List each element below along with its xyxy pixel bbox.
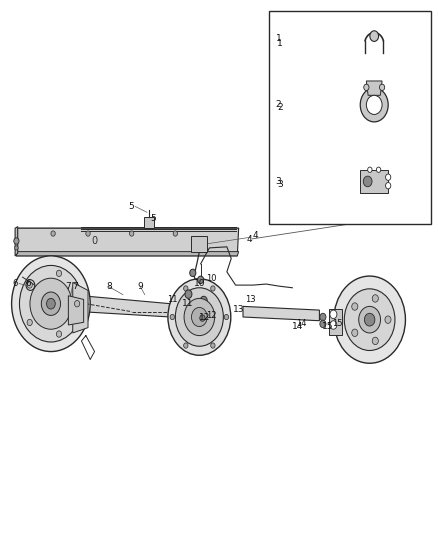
Circle shape (379, 84, 385, 91)
Circle shape (12, 256, 90, 352)
Circle shape (344, 289, 395, 351)
Circle shape (74, 301, 80, 307)
Circle shape (385, 316, 391, 324)
Polygon shape (16, 228, 239, 256)
Circle shape (184, 286, 188, 291)
Circle shape (190, 269, 196, 277)
Text: 15: 15 (322, 321, 334, 330)
Circle shape (168, 279, 231, 356)
Polygon shape (68, 296, 84, 325)
Text: 12: 12 (199, 312, 211, 321)
Text: 1: 1 (277, 39, 283, 48)
Text: 3: 3 (276, 177, 282, 186)
Circle shape (198, 276, 204, 284)
Circle shape (360, 88, 388, 122)
Circle shape (184, 343, 188, 348)
Circle shape (320, 313, 326, 321)
Circle shape (330, 321, 337, 329)
Circle shape (366, 95, 382, 115)
Text: 6: 6 (25, 279, 31, 288)
Circle shape (27, 282, 32, 288)
Circle shape (372, 295, 378, 302)
Circle shape (330, 310, 337, 319)
Text: 15: 15 (332, 319, 343, 328)
Circle shape (334, 276, 406, 364)
Circle shape (376, 167, 381, 172)
Circle shape (359, 306, 381, 333)
Text: 12: 12 (206, 311, 216, 320)
Polygon shape (16, 228, 239, 237)
Bar (269, 11, 431, 224)
Circle shape (14, 238, 19, 244)
Circle shape (352, 329, 358, 336)
Circle shape (30, 278, 72, 329)
Polygon shape (144, 216, 154, 228)
Circle shape (185, 290, 192, 298)
Circle shape (385, 174, 391, 180)
Text: 8: 8 (106, 282, 112, 291)
Circle shape (385, 182, 391, 189)
Text: 11: 11 (167, 295, 177, 304)
Text: 5: 5 (151, 214, 156, 223)
Circle shape (86, 231, 90, 236)
Text: 10: 10 (206, 273, 216, 282)
Circle shape (370, 31, 378, 42)
Circle shape (173, 231, 177, 236)
Circle shape (184, 298, 215, 336)
Text: 4: 4 (247, 236, 252, 245)
Circle shape (352, 303, 358, 310)
Circle shape (41, 292, 60, 316)
Circle shape (57, 270, 62, 277)
Circle shape (364, 84, 369, 91)
Text: 3: 3 (277, 180, 283, 189)
Text: 13: 13 (245, 295, 256, 304)
Circle shape (200, 296, 207, 305)
Circle shape (200, 315, 205, 321)
Circle shape (224, 314, 229, 320)
Circle shape (130, 231, 134, 236)
Text: 9: 9 (138, 282, 143, 291)
Circle shape (19, 265, 82, 342)
Polygon shape (329, 309, 342, 335)
Circle shape (27, 319, 32, 326)
Polygon shape (15, 227, 18, 256)
Text: 2: 2 (277, 102, 283, 111)
Text: 14: 14 (296, 319, 306, 328)
Polygon shape (360, 169, 388, 193)
Circle shape (367, 167, 372, 172)
Text: 14: 14 (292, 321, 303, 330)
Circle shape (211, 343, 215, 348)
Circle shape (14, 246, 18, 250)
Text: 5: 5 (128, 202, 134, 211)
Text: 7: 7 (66, 282, 71, 291)
Text: 0: 0 (92, 236, 98, 246)
Polygon shape (16, 252, 239, 256)
Text: 1: 1 (276, 35, 282, 44)
Circle shape (320, 320, 326, 328)
Polygon shape (191, 236, 207, 252)
Text: 7: 7 (72, 282, 78, 291)
Circle shape (175, 288, 223, 346)
Circle shape (51, 231, 55, 236)
Polygon shape (243, 306, 319, 321)
Circle shape (191, 308, 207, 327)
Circle shape (364, 313, 375, 326)
Text: 13: 13 (233, 304, 244, 313)
Circle shape (46, 298, 55, 309)
Circle shape (57, 331, 62, 337)
Circle shape (372, 337, 378, 345)
Polygon shape (73, 282, 88, 333)
Text: 10: 10 (194, 279, 205, 288)
Circle shape (363, 176, 372, 187)
Polygon shape (366, 81, 382, 95)
Text: 11: 11 (182, 299, 193, 308)
Text: 6: 6 (13, 279, 18, 288)
Text: 2: 2 (276, 100, 281, 109)
Circle shape (211, 286, 215, 291)
Polygon shape (81, 296, 188, 318)
Circle shape (170, 314, 174, 320)
Text: 4: 4 (252, 231, 258, 240)
